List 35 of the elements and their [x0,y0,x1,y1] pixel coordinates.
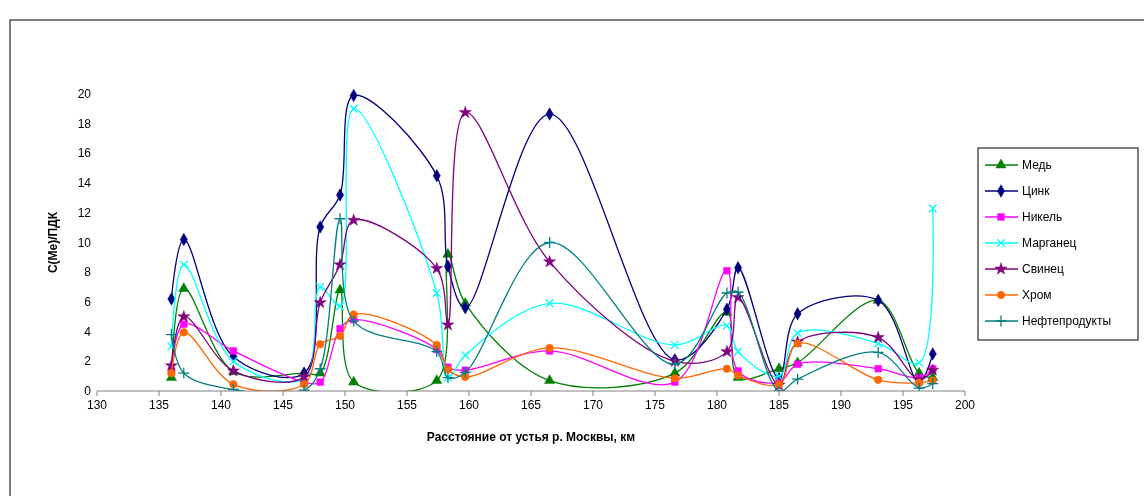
x-tick-label: 145 [272,398,294,412]
x-tick-label: 180 [706,398,728,412]
y-tick-label: 8 [84,265,92,280]
y-tick-label: 10 [77,235,92,250]
x-tick-label: 170 [582,398,604,412]
y-tick-label: 4 [84,324,92,339]
x-tick-label: 190 [830,398,852,412]
legend-label: Марганец [1022,236,1077,250]
x-tick-label: 140 [210,398,232,412]
x-tick-label: 185 [768,398,790,412]
y-tick-label: 12 [77,205,92,220]
y-tick-label: 20 [77,87,92,101]
x-tick-label: 150 [334,398,356,412]
legend-label: Никель [1022,210,1063,224]
x-tick-label: 165 [520,398,542,412]
x-tick-label: 175 [644,398,666,412]
legend-label: Хром [1022,288,1052,302]
x-tick-label: 200 [954,398,976,412]
y-tick-label: 0 [84,384,92,398]
y-tick-label: 16 [77,146,92,161]
legend-label: Цинк [1022,184,1051,198]
y-tick-label: 6 [84,294,92,309]
y-axis-title: C(Me)/ПДК [46,211,60,274]
y-tick-label: 14 [77,176,92,191]
x-tick-label: 195 [892,398,914,412]
x-tick-label: 135 [148,398,170,412]
y-tick-label: 2 [84,354,92,369]
x-tick-label: 160 [458,398,480,412]
legend-label: Медь [1022,158,1052,172]
x-axis-title: Расстояние от устья р. Москвы, км [426,430,636,444]
x-tick-label: 130 [86,398,108,412]
y-tick-label: 18 [77,116,92,131]
legend-label: Свинец [1022,262,1065,276]
legend-label: Нефтепродукты [1022,314,1112,328]
x-tick-label: 155 [396,398,418,412]
